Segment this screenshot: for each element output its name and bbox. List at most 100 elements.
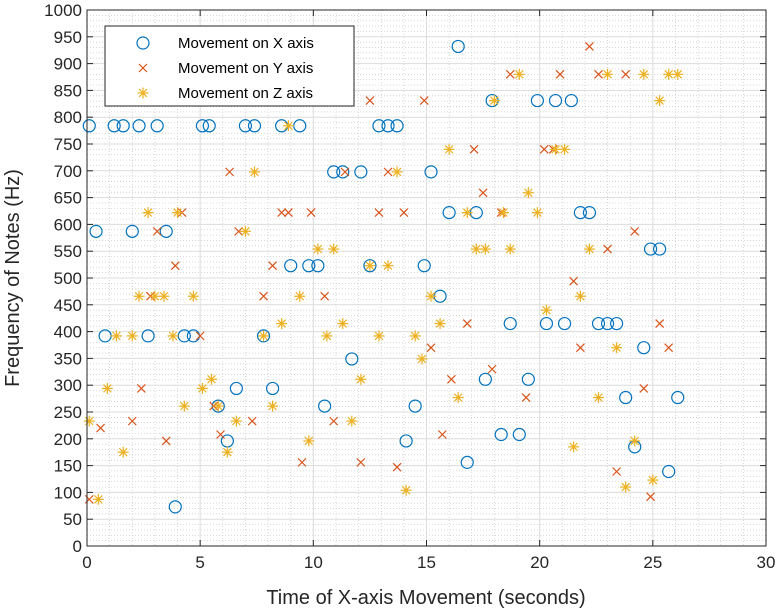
data-point-asterisk [559,143,571,155]
data-point-asterisk [513,68,525,80]
data-point-x [356,457,366,467]
y-tick-label: 200 [54,430,82,449]
data-point-asterisk [258,330,270,342]
legend-label: Movement on Z axis [178,85,313,102]
series-3 [83,68,684,505]
y-tick-label: 550 [54,242,82,261]
data-point-x [426,343,436,353]
data-point-x [462,319,472,328]
data-point-asterisk [522,187,534,199]
data-point-x [419,96,429,106]
x-tick-label: 30 [757,553,776,572]
data-point-x [340,167,350,177]
x-tick-label: 20 [530,553,549,572]
data-point-circle [265,381,280,396]
y-tick-label: 850 [54,81,82,100]
data-point-circle [247,119,262,133]
data-point-x [127,416,137,426]
data-point-x [569,276,579,286]
data-point-x [247,416,257,426]
legend-marker-asterisk [137,87,149,99]
data-point-asterisk [303,435,315,447]
legend-label: Movement on Y axis [178,60,313,77]
data-point-asterisk [672,68,684,80]
data-point-circle [494,427,508,442]
data-point-asterisk [400,484,412,496]
data-point-x [329,416,339,426]
data-point-circle [363,259,377,273]
data-point-circle [662,464,676,479]
data-point-circle [557,316,572,331]
data-point-asterisk [83,415,95,427]
data-point-x [646,492,655,502]
data-point-asterisk [409,330,421,342]
data-point-asterisk [172,207,184,219]
data-point-circle [548,93,563,108]
data-point-x [469,144,479,154]
data-point-asterisk [568,441,580,453]
data-point-circle [408,399,422,413]
data-point-asterisk [239,225,251,237]
data-point-circle [318,399,332,413]
data-point-asterisk [540,304,552,316]
y-tick-label: 900 [54,55,82,74]
y-tick-label: 650 [54,189,82,208]
data-point-asterisk [205,373,217,385]
data-point-asterisk [276,318,288,330]
y-tick-label: 700 [54,162,82,181]
data-point-asterisk [187,290,199,302]
data-point-circle [302,259,316,273]
data-point-asterisk [452,392,464,404]
data-point-circle [327,165,341,179]
data-point-circle [390,119,404,133]
data-point-asterisk [647,474,659,486]
data-point-circle [141,329,155,343]
y-tick-label: 500 [54,269,82,288]
data-point-asterisk [230,415,242,427]
data-point-asterisk [221,446,233,458]
data-point-asterisk [434,318,446,330]
data-point-circle [600,316,615,331]
x-tick-label: 5 [195,553,204,572]
data-point-x [383,167,393,177]
data-point-circle [539,316,554,331]
data-point-asterisk [178,400,190,412]
data-point-circle [284,259,298,273]
data-point-x [437,430,447,439]
data-point-x [478,188,488,198]
data-point-asterisk [593,392,605,404]
y-tick-label: 1000 [44,1,82,20]
data-point-asterisk [117,446,129,458]
data-point-asterisk [328,243,340,255]
data-point-x [399,208,409,218]
data-point-circle [82,119,96,133]
legend-entry-1: Movement on X axis [136,35,314,52]
data-point-circle [336,165,350,179]
data-point-x [277,208,287,218]
data-point-x [161,436,171,446]
data-point-asterisk [654,95,666,107]
data-point-circle [372,119,386,133]
data-point-x [555,69,565,79]
legend: Movement on X axis Movement on Y axis Move… [104,25,355,107]
data-point-x [365,96,375,106]
data-point-x [487,364,497,374]
data-point-x [234,226,244,236]
x-tick-label: 25 [643,553,662,572]
data-point-circle [125,224,139,238]
data-point-asterisk [425,290,437,302]
data-point-asterisk [364,260,376,272]
data-point-circle [521,372,535,386]
data-point-circle [132,119,146,133]
data-point-circle [610,316,624,331]
data-point-asterisk [212,400,224,412]
y-tick-label: 250 [54,403,82,422]
data-point-asterisk [126,330,138,342]
data-point-asterisk [167,330,179,342]
data-point-circle [591,316,606,331]
data-point-circle [582,206,597,220]
data-point-x [539,144,549,154]
data-point-x [664,343,674,353]
